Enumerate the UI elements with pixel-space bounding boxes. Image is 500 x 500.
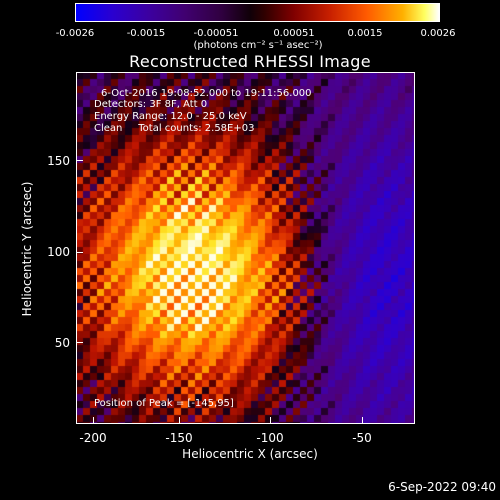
y-tick-mark [76,342,83,343]
rhessi-image [76,72,415,424]
y-tick-mark [76,160,83,161]
peak-position-label: Position of Peak = [-145,95] [94,398,234,409]
y-tick-mark [76,252,83,253]
colorbar-tick: -0.0015 [126,28,166,39]
colorbar-unit: (photons cm⁻² s⁻¹ asec⁻²) [193,40,323,51]
plot-datestamp: 6-Sep-2022 09:40 [388,480,496,494]
y-tick-label: 50 [54,336,70,350]
y-axis-label: Heliocentric Y (arcsec) [20,181,34,317]
x-tick-label: -150 [165,431,193,445]
colorbar-tick: 0.00051 [273,28,315,39]
x-tick-label: -200 [79,431,107,445]
image-canvas [76,72,415,424]
colorbar-tick: 0.0015 [347,28,383,39]
x-tick-label: -50 [352,431,372,445]
x-tick-mark [179,417,180,424]
clean-counts-label: Clean Total counts: 2.58E+03 [94,123,255,134]
x-tick-mark [270,417,271,424]
colorbar-tick: 0.0026 [420,28,456,39]
colorbar [75,3,440,22]
x-axis-label: Heliocentric X (arcsec) [182,447,318,461]
x-tick-label: -100 [256,431,284,445]
colorbar-tick: -0.0026 [55,28,95,39]
x-tick-mark [93,417,94,424]
detectors-label: Detectors: 3F 8F, Att 0 [94,99,208,110]
energy-range-label: Energy Range: 12.0 - 25.0 keV [94,111,247,122]
image-title: Reconstructed RHESSI Image [129,52,371,71]
colorbar-tick: -0.00051 [193,28,239,39]
time-range-label: 6-Oct-2016 19:08:52.000 to 19:11:56.000 [101,88,312,99]
x-tick-mark [362,417,363,424]
y-tick-label: 100 [47,245,70,259]
y-tick-label: 150 [47,154,70,168]
